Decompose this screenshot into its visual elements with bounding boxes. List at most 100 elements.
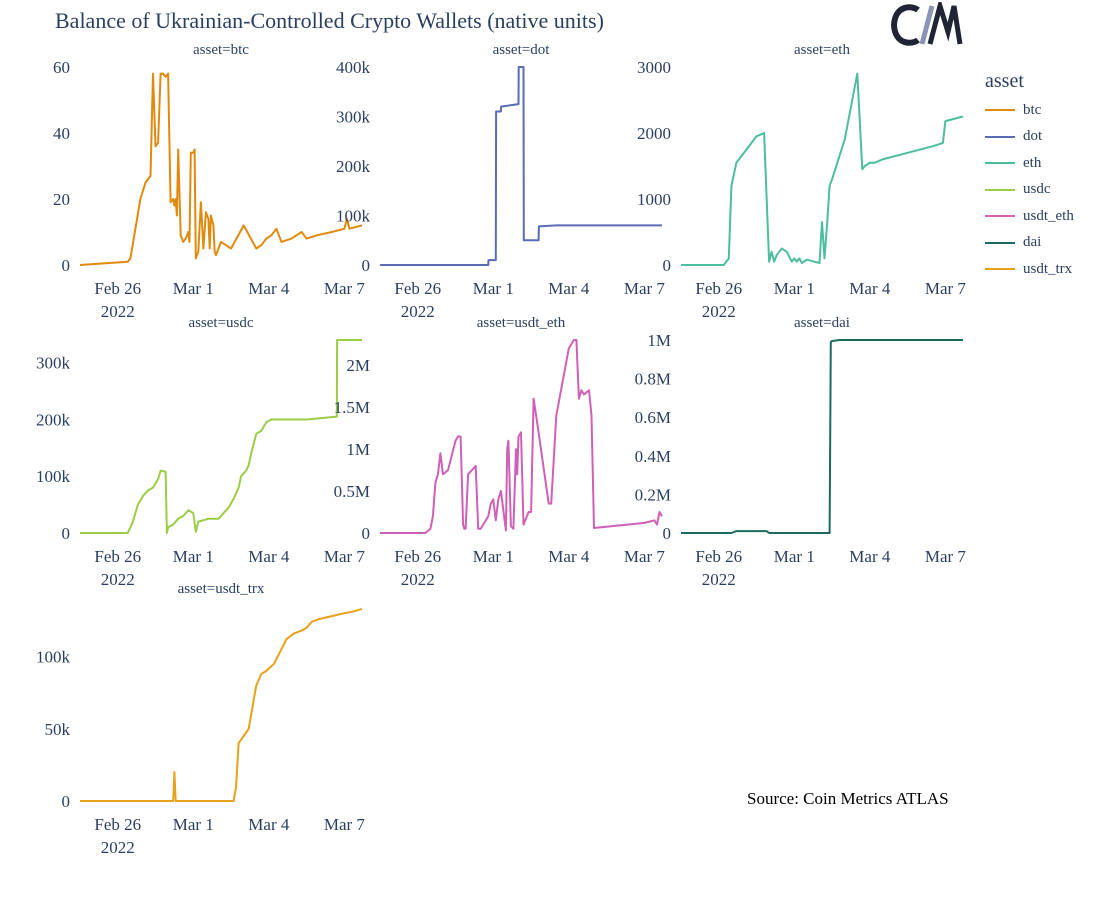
x-tick-label: Feb 26 — [94, 815, 141, 834]
y-tick-label: 400k — [336, 58, 371, 77]
facet-eth: asset=eth 0 1000 2000 3000 Feb 26 2022 Mar 1 Mar… — [637, 42, 966, 321]
y-tick-label: 1000 — [637, 190, 671, 209]
x-tick-year: 2022 — [401, 302, 435, 321]
x-tick-label: Mar 4 — [248, 279, 290, 298]
y-tick-label: 20 — [53, 190, 70, 209]
x-tick-year: 2022 — [702, 570, 736, 589]
facet-title: asset=eth — [794, 42, 850, 58]
x-tick-label: Mar 1 — [473, 547, 514, 566]
facet-title: asset=usdt_eth — [477, 315, 566, 331]
source-note: Source: Coin Metrics ATLAS — [747, 789, 949, 808]
facet-dot: asset=dot 0 100k 200k 300k 400k Feb 26 2022 Mar … — [336, 42, 665, 321]
y-tick-label: 100k — [336, 207, 371, 226]
facet-btc: asset=btc 0 20 40 60 Feb 26 2022 Mar 1 Mar 4 Mar … — [53, 42, 365, 321]
y-tick-label: 1M — [346, 440, 370, 459]
legend-item-usdc[interactable]: usdc — [985, 177, 1074, 204]
x-tick-label: Mar 4 — [849, 547, 891, 566]
facet-title: asset=dai — [794, 315, 850, 331]
x-tick-label: Mar 1 — [473, 279, 514, 298]
series-line[interactable] — [380, 339, 663, 534]
facet-title: asset=dot — [493, 42, 551, 58]
y-tick-label: 0 — [362, 256, 371, 275]
x-tick-label: Mar 4 — [248, 815, 290, 834]
x-tick-label: Mar 4 — [849, 279, 891, 298]
series-line[interactable] — [681, 72, 964, 266]
facet-title: asset=usdc — [188, 315, 253, 331]
legend-item-usdt-eth[interactable]: usdt_eth — [985, 203, 1074, 230]
y-tick-label: 1.5M — [334, 398, 370, 417]
legend-swatch — [985, 215, 1015, 218]
series-line[interactable] — [80, 607, 363, 802]
x-tick-label: Feb 26 — [394, 279, 441, 298]
coinmetrics-logo — [890, 2, 963, 46]
legend-item-dot[interactable]: dot — [985, 124, 1074, 151]
facet-dai: asset=dai 0 0.2M 0.4M 0.6M 0.8M 1M Feb 26 2022 Ma… — [635, 315, 967, 589]
series-line[interactable] — [380, 66, 662, 266]
legend-item-usdt-trx[interactable]: usdt_trx — [985, 256, 1074, 283]
x-tick-year: 2022 — [101, 838, 135, 857]
y-tick-label: 1M — [647, 331, 671, 350]
y-tick-label: 0.4M — [635, 447, 671, 466]
y-tick-label: 0 — [663, 256, 672, 275]
x-tick-label: Mar 1 — [173, 547, 214, 566]
y-tick-label: 0 — [362, 524, 371, 543]
x-tick-label: Mar 7 — [624, 279, 666, 298]
legend-label: dai — [1023, 234, 1042, 251]
legend-label: usdc — [1023, 181, 1051, 198]
legend-swatch — [985, 241, 1015, 244]
facet-title: asset=usdt_trx — [178, 581, 265, 597]
y-tick-label: 0 — [663, 524, 672, 543]
x-tick-label: Mar 7 — [324, 547, 366, 566]
legend-label: eth — [1023, 154, 1042, 171]
legend-item-btc[interactable]: btc — [985, 97, 1074, 124]
legend: asset btc dot eth usdc usdt_eth dai usdt… — [985, 70, 1074, 283]
series-line[interactable] — [681, 339, 963, 534]
facet-usdt-trx: asset=usdt_trx 0 50k 100k Feb 26 2022 Mar 1 Mar… — [36, 581, 365, 857]
facet-title: asset=btc — [193, 42, 249, 58]
legend-item-eth[interactable]: eth — [985, 150, 1074, 177]
x-tick-year: 2022 — [101, 302, 135, 321]
legend-swatch — [985, 109, 1015, 112]
x-tick-year: 2022 — [702, 302, 736, 321]
y-tick-label: 200k — [336, 157, 371, 176]
x-tick-label: Mar 1 — [774, 279, 815, 298]
y-tick-label: 50k — [45, 720, 71, 739]
y-tick-label: 0.8M — [635, 370, 671, 389]
legend-swatch — [985, 268, 1015, 271]
legend-label: usdt_eth — [1023, 207, 1074, 224]
x-tick-label: Mar 4 — [248, 547, 290, 566]
x-tick-label: Mar 1 — [173, 815, 214, 834]
x-tick-year: 2022 — [401, 570, 435, 589]
legend-label: usdt_trx — [1023, 260, 1073, 277]
y-tick-label: 3000 — [637, 58, 671, 77]
x-tick-label: Mar 4 — [548, 547, 590, 566]
y-tick-label: 0 — [62, 256, 71, 275]
y-tick-label: 0 — [62, 524, 71, 543]
series-line[interactable] — [80, 339, 362, 534]
y-tick-label: 300k — [36, 354, 71, 373]
x-tick-label: Feb 26 — [695, 547, 742, 566]
legend-item-dai[interactable]: dai — [985, 230, 1074, 257]
legend-label: dot — [1023, 128, 1043, 145]
y-tick-label: 0.5M — [334, 482, 370, 501]
x-tick-label: Feb 26 — [94, 547, 141, 566]
x-tick-label: Feb 26 — [695, 279, 742, 298]
x-tick-label: Feb 26 — [94, 279, 141, 298]
y-tick-label: 60 — [53, 58, 70, 77]
legend-swatch — [985, 188, 1015, 191]
series-line[interactable] — [79, 72, 363, 266]
legend-title: asset — [985, 70, 1024, 92]
y-tick-label: 2000 — [637, 124, 671, 143]
facet-usdt-eth: asset=usdt_eth 0 0.5M 1M 1.5M 2M Feb 26 2022 Mar… — [334, 315, 666, 589]
legend-swatch — [985, 135, 1015, 138]
y-tick-label: 40 — [53, 124, 70, 143]
x-tick-label: Mar 7 — [925, 547, 967, 566]
y-tick-label: 2M — [346, 356, 370, 375]
x-tick-label: Feb 26 — [394, 547, 441, 566]
x-tick-label: Mar 7 — [925, 279, 967, 298]
x-tick-label: Mar 4 — [548, 279, 590, 298]
chart-title: Balance of Ukrainian-Controlled Crypto W… — [55, 8, 604, 33]
x-tick-year: 2022 — [101, 570, 135, 589]
x-tick-label: Mar 1 — [173, 279, 214, 298]
